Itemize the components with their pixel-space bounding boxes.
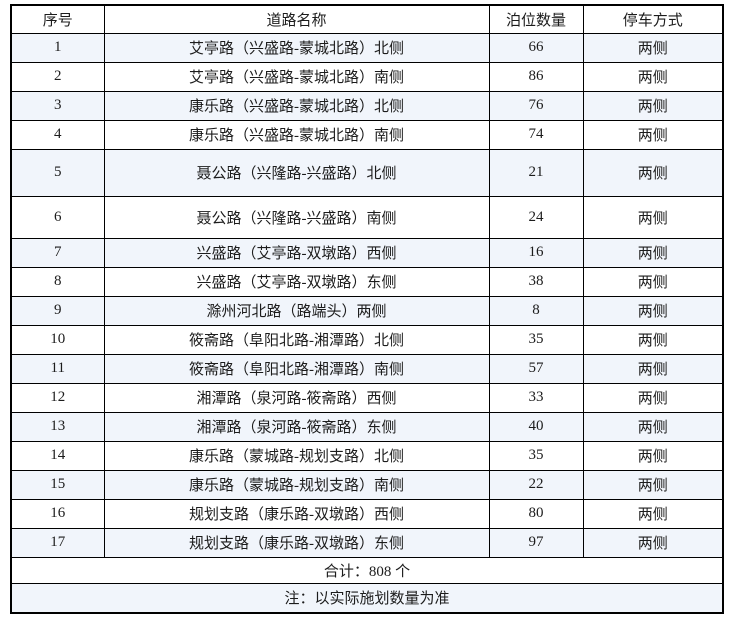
cell-road-name: 康乐路（蒙城路-规划支路）南侧 [103,469,490,500]
note-row: 注：以实际施划数量为准 [10,582,724,614]
table-row: 10 筱斋路（阜阳北路-湘潭路）北侧 35 两侧 [10,324,724,355]
header-road-name: 道路名称 [103,4,490,34]
cell-road-name: 滁州河北路（路端头）两侧 [103,295,490,326]
cell-parking-mode: 两侧 [582,119,724,150]
cell-road-name: 康乐路（蒙城路-规划支路）北侧 [103,440,490,471]
cell-berth-count: 97 [488,527,584,558]
cell-parking-mode: 两侧 [582,295,724,326]
table-row: 12 湘潭路（泉河路-筱斋路）西侧 33 两侧 [10,382,724,413]
cell-berth-count: 86 [488,61,584,92]
cell-road-name: 艾亭路（兴盛路-蒙城北路）北侧 [103,32,490,63]
table-row: 1 艾亭路（兴盛路-蒙城北路）北侧 66 两侧 [10,32,724,63]
cell-road-name: 康乐路（兴盛路-蒙城北路）北侧 [103,90,490,121]
cell-berth-count: 35 [488,324,584,355]
cell-berth-count: 40 [488,411,584,442]
cell-serial-number: 15 [10,469,105,500]
table-row: 7 兴盛路（艾亭路-双墩路）西侧 16 两侧 [10,237,724,268]
cell-serial-number: 6 [10,195,105,239]
table-body: 1 艾亭路（兴盛路-蒙城北路）北侧 66 两侧 2 艾亭路（兴盛路-蒙城北路）南侧 86 两侧… [10,32,724,558]
table-row: 11 筱斋路（阜阳北路-湘潭路）南侧 57 两侧 [10,353,724,384]
cell-road-name: 规划支路（康乐路-双墩路）西侧 [103,498,490,529]
header-row: 序号 道路名称 泊位数量 停车方式 [10,4,724,34]
cell-parking-mode: 两侧 [582,61,724,92]
cell-parking-mode: 两侧 [582,411,724,442]
table-row: 6 聂公路（兴隆路-兴盛路）南侧 24 两侧 [10,195,724,239]
cell-serial-number: 5 [10,148,105,197]
cell-serial-number: 7 [10,237,105,268]
cell-road-name: 湘潭路（泉河路-筱斋路）东侧 [103,411,490,442]
table-row: 16 规划支路（康乐路-双墩路）西侧 80 两侧 [10,498,724,529]
cell-road-name: 兴盛路（艾亭路-双墩路）东侧 [103,266,490,297]
cell-berth-count: 21 [488,148,584,197]
cell-berth-count: 76 [488,90,584,121]
parking-berth-table: 序号 道路名称 泊位数量 停车方式 1 艾亭路（兴盛路-蒙城北路）北侧 66 两侧 2 艾… [10,4,724,614]
cell-berth-count: 35 [488,440,584,471]
cell-serial-number: 10 [10,324,105,355]
cell-parking-mode: 两侧 [582,195,724,239]
cell-serial-number: 13 [10,411,105,442]
cell-parking-mode: 两侧 [582,527,724,558]
cell-berth-count: 38 [488,266,584,297]
table-row: 5 聂公路（兴隆路-兴盛路）北侧 21 两侧 [10,148,724,197]
cell-serial-number: 16 [10,498,105,529]
cell-road-name: 艾亭路（兴盛路-蒙城北路）南侧 [103,61,490,92]
cell-serial-number: 1 [10,32,105,63]
cell-parking-mode: 两侧 [582,498,724,529]
cell-road-name: 康乐路（兴盛路-蒙城北路）南侧 [103,119,490,150]
cell-parking-mode: 两侧 [582,148,724,197]
cell-parking-mode: 两侧 [582,90,724,121]
header-berth-count: 泊位数量 [488,4,584,34]
header-serial-number: 序号 [10,4,105,34]
cell-parking-mode: 两侧 [582,440,724,471]
cell-road-name: 筱斋路（阜阳北路-湘潭路）北侧 [103,324,490,355]
table-row: 14 康乐路（蒙城路-规划支路）北侧 35 两侧 [10,440,724,471]
table-row: 8 兴盛路（艾亭路-双墩路）东侧 38 两侧 [10,266,724,297]
cell-road-name: 湘潭路（泉河路-筱斋路）西侧 [103,382,490,413]
cell-berth-count: 22 [488,469,584,500]
cell-serial-number: 2 [10,61,105,92]
cell-berth-count: 66 [488,32,584,63]
cell-parking-mode: 两侧 [582,469,724,500]
table-row: 2 艾亭路（兴盛路-蒙城北路）南侧 86 两侧 [10,61,724,92]
cell-serial-number: 8 [10,266,105,297]
cell-berth-count: 80 [488,498,584,529]
cell-parking-mode: 两侧 [582,353,724,384]
cell-serial-number: 9 [10,295,105,326]
cell-berth-count: 74 [488,119,584,150]
total-row: 合计：808 个 [10,556,724,584]
note-cell: 注：以实际施划数量为准 [10,582,724,614]
table-row: 9 滁州河北路（路端头）两侧 8 两侧 [10,295,724,326]
table-row: 3 康乐路（兴盛路-蒙城北路）北侧 76 两侧 [10,90,724,121]
table-row: 17 规划支路（康乐路-双墩路）东侧 97 两侧 [10,527,724,558]
cell-serial-number: 12 [10,382,105,413]
cell-parking-mode: 两侧 [582,237,724,268]
cell-parking-mode: 两侧 [582,324,724,355]
table-row: 13 湘潭路（泉河路-筱斋路）东侧 40 两侧 [10,411,724,442]
cell-berth-count: 24 [488,195,584,239]
header-parking-mode: 停车方式 [582,4,724,34]
table-row: 15 康乐路（蒙城路-规划支路）南侧 22 两侧 [10,469,724,500]
cell-road-name: 聂公路（兴隆路-兴盛路）北侧 [103,148,490,197]
cell-parking-mode: 两侧 [582,32,724,63]
cell-berth-count: 33 [488,382,584,413]
cell-road-name: 规划支路（康乐路-双墩路）东侧 [103,527,490,558]
cell-parking-mode: 两侧 [582,266,724,297]
cell-berth-count: 16 [488,237,584,268]
cell-serial-number: 17 [10,527,105,558]
cell-serial-number: 11 [10,353,105,384]
cell-road-name: 聂公路（兴隆路-兴盛路）南侧 [103,195,490,239]
cell-road-name: 兴盛路（艾亭路-双墩路）西侧 [103,237,490,268]
cell-serial-number: 3 [10,90,105,121]
total-cell: 合计：808 个 [10,556,724,584]
cell-serial-number: 14 [10,440,105,471]
cell-serial-number: 4 [10,119,105,150]
cell-road-name: 筱斋路（阜阳北路-湘潭路）南侧 [103,353,490,384]
table-row: 4 康乐路（兴盛路-蒙城北路）南侧 74 两侧 [10,119,724,150]
cell-parking-mode: 两侧 [582,382,724,413]
cell-berth-count: 57 [488,353,584,384]
cell-berth-count: 8 [488,295,584,326]
